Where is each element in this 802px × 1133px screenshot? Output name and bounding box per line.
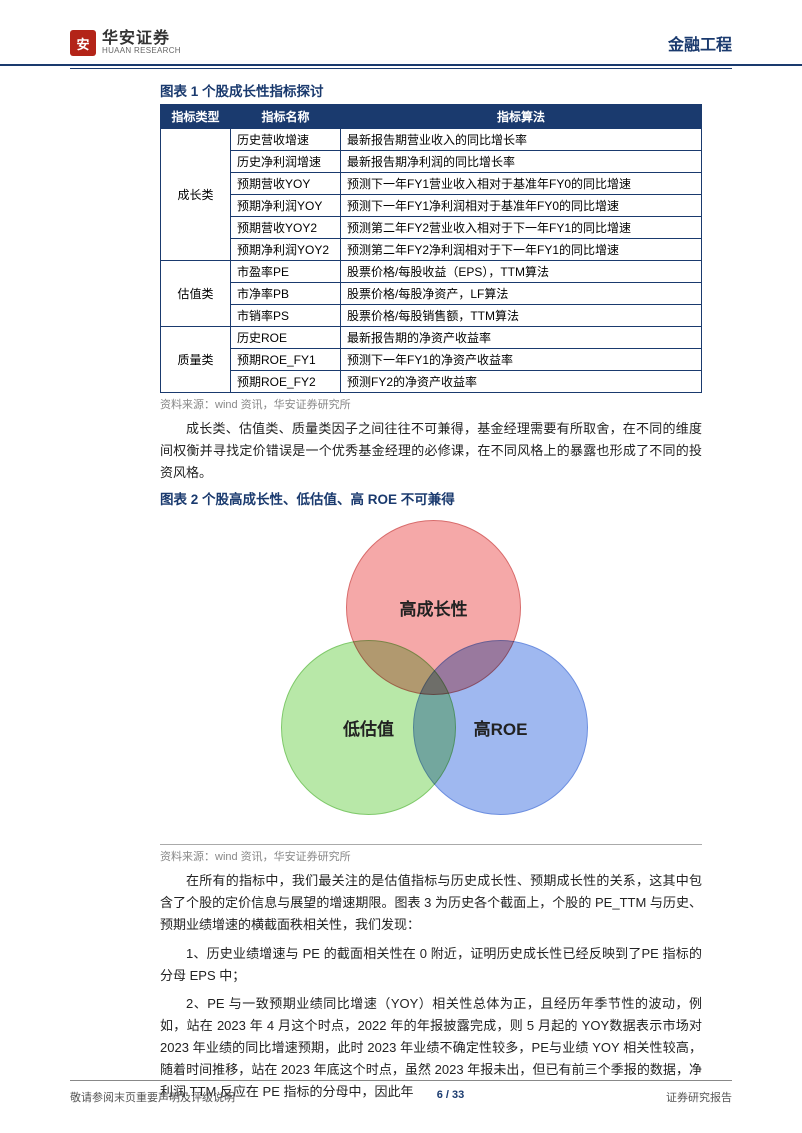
indicator-name-cell: 历史净利润增速: [231, 151, 341, 173]
indicator-name-cell: 预期ROE_FY1: [231, 349, 341, 371]
para3: 1、历史业绩增速与 PE 的截面相关性在 0 附近，证明历史成长性已经反映到了P…: [160, 943, 702, 987]
table-row: 估值类市盈率PE股票价格/每股收益（EPS），TTM算法: [161, 261, 702, 283]
fig1-col1: 指标名称: [231, 105, 341, 129]
indicator-name-cell: 预期净利润YOY2: [231, 239, 341, 261]
fig1-col2: 指标算法: [341, 105, 702, 129]
table-row: 市净率PB股票价格/每股净资产，LF算法: [161, 283, 702, 305]
indicator-name-cell: 预期营收YOY: [231, 173, 341, 195]
table-row: 市销率PS股票价格/每股销售额，TTM算法: [161, 305, 702, 327]
footer-total: 33: [452, 1089, 464, 1101]
fig1-title: 图表 1 个股成长性指标探讨: [160, 80, 702, 100]
indicator-algo-cell: 预测FY2的净资产收益率: [341, 371, 702, 393]
table-row: 预期净利润YOY2预测第二年FY2净利润相对于下一年FY1的同比增速: [161, 239, 702, 261]
indicator-name-cell: 预期ROE_FY2: [231, 371, 341, 393]
indicator-name-cell: 历史ROE: [231, 327, 341, 349]
category-cell: 估值类: [161, 261, 231, 327]
fig1-table: 指标类型 指标名称 指标算法 成长类历史营收增速最新报告期营业收入的同比增长率历…: [160, 104, 702, 393]
footer-left: 敬请参阅末页重要声明及评级说明: [70, 1089, 235, 1105]
indicator-algo-cell: 最新报告期营业收入的同比增长率: [341, 129, 702, 151]
category-cell: 质量类: [161, 327, 231, 393]
table-row: 成长类历史营收增速最新报告期营业收入的同比增长率: [161, 129, 702, 151]
venn-circle-right: 高ROE: [413, 640, 588, 815]
table-row: 历史净利润增速最新报告期净利润的同比增长率: [161, 151, 702, 173]
para2: 在所有的指标中，我们最关注的是估值指标与历史成长性、预期成长性的关系，这其中包含…: [160, 870, 702, 936]
table-row: 预期ROE_FY1预测下一年FY1的净资产收益率: [161, 349, 702, 371]
indicator-name-cell: 预期净利润YOY: [231, 195, 341, 217]
table-row: 预期营收YOY2预测第二年FY2营业收入相对于下一年FY1的同比增速: [161, 217, 702, 239]
fig1-col0: 指标类型: [161, 105, 231, 129]
header-underline: [70, 68, 732, 69]
para1: 成长类、估值类、质量类因子之间往往不可兼得，基金经理需要有所取舍，在不同的维度间…: [160, 418, 702, 484]
indicator-name-cell: 历史营收增速: [231, 129, 341, 151]
indicator-algo-cell: 最新报告期净利润的同比增长率: [341, 151, 702, 173]
venn-diagram: 高成长性低估值高ROE: [241, 520, 621, 830]
indicator-name-cell: 市销率PS: [231, 305, 341, 327]
venn-wrap: 高成长性低估值高ROE: [160, 520, 702, 845]
category-cell: 成长类: [161, 129, 231, 261]
table-row: 预期净利润YOY预测下一年FY1净利润相对于基准年FY0的同比增速: [161, 195, 702, 217]
logo-text: 华安证券 HUAAN RESEARCH: [102, 31, 181, 55]
indicator-algo-cell: 预测下一年FY1净利润相对于基准年FY0的同比增速: [341, 195, 702, 217]
fig1-source: 资料来源：wind 资讯，华安证券研究所: [160, 396, 702, 412]
indicator-algo-cell: 预测下一年FY1营业收入相对于基准年FY0的同比增速: [341, 173, 702, 195]
fig2-source: 资料来源：wind 资讯，华安证券研究所: [160, 848, 702, 864]
logo-block: 安 华安证券 HUAAN RESEARCH: [70, 30, 181, 56]
fig2-title: 图表 2 个股高成长性、低估值、高 ROE 不可兼得: [160, 488, 702, 508]
logo-icon: 安: [70, 30, 96, 56]
indicator-name-cell: 市盈率PE: [231, 261, 341, 283]
indicator-algo-cell: 预测下一年FY1的净资产收益率: [341, 349, 702, 371]
logo-cn: 华安证券: [102, 31, 181, 47]
content-area: 图表 1 个股成长性指标探讨 指标类型 指标名称 指标算法 成长类历史营收增速最…: [0, 66, 802, 1103]
indicator-algo-cell: 最新报告期的净资产收益率: [341, 327, 702, 349]
footer-right: 证券研究报告: [666, 1089, 732, 1105]
table-row: 预期营收YOY预测下一年FY1营业收入相对于基准年FY0的同比增速: [161, 173, 702, 195]
page-footer: 敬请参阅末页重要声明及评级说明 6 / 33 证券研究报告: [70, 1080, 732, 1105]
footer-pagenum: 6 / 33: [437, 1089, 465, 1105]
indicator-algo-cell: 预测第二年FY2营业收入相对于下一年FY1的同比增速: [341, 217, 702, 239]
table-row: 预期ROE_FY2预测FY2的净资产收益率: [161, 371, 702, 393]
indicator-name-cell: 市净率PB: [231, 283, 341, 305]
footer-sep: /: [443, 1089, 452, 1101]
indicator-algo-cell: 股票价格/每股收益（EPS），TTM算法: [341, 261, 702, 283]
table-row: 质量类历史ROE最新报告期的净资产收益率: [161, 327, 702, 349]
indicator-algo-cell: 股票价格/每股净资产，LF算法: [341, 283, 702, 305]
page-header: 安 华安证券 HUAAN RESEARCH 金融工程: [0, 0, 802, 66]
logo-en: HUAAN RESEARCH: [102, 47, 181, 55]
indicator-algo-cell: 预测第二年FY2净利润相对于下一年FY1的同比增速: [341, 239, 702, 261]
indicator-name-cell: 预期营收YOY2: [231, 217, 341, 239]
indicator-algo-cell: 股票价格/每股销售额，TTM算法: [341, 305, 702, 327]
header-category: 金融工程: [668, 31, 732, 55]
